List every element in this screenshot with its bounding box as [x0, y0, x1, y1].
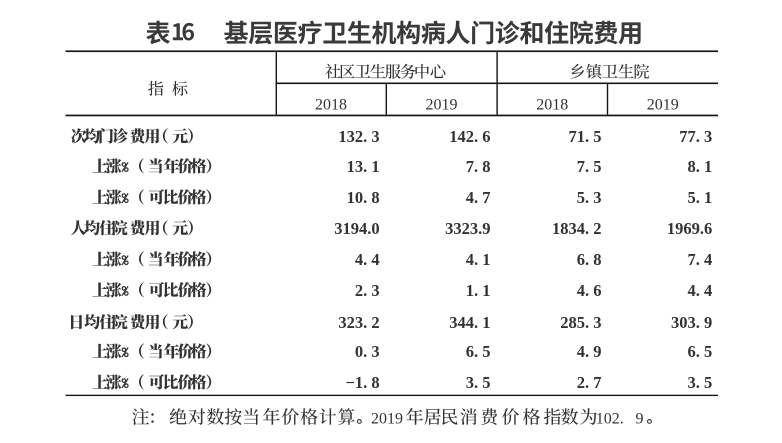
- svg-text:7. 8: 7. 8: [466, 157, 491, 176]
- svg-text:4. 4: 4. 4: [687, 281, 712, 300]
- svg-text:7. 4: 7. 4: [687, 250, 712, 269]
- svg-text:4. 1: 4. 1: [466, 250, 491, 269]
- svg-text:2018: 2018: [315, 96, 347, 113]
- svg-text:3194.0: 3194.0: [334, 219, 379, 238]
- svg-text:−1. 8: −1. 8: [345, 373, 379, 392]
- svg-text:10. 8: 10. 8: [347, 188, 380, 207]
- svg-text:6. 5: 6. 5: [466, 342, 491, 361]
- svg-text:142. 6: 142. 6: [449, 127, 490, 146]
- svg-text:344. 1: 344. 1: [449, 313, 490, 332]
- svg-text:1. 1: 1. 1: [466, 281, 491, 300]
- svg-text:2. 3: 2. 3: [355, 281, 380, 300]
- svg-text:7. 5: 7. 5: [577, 157, 602, 176]
- svg-text:6. 5: 6. 5: [687, 342, 712, 361]
- svg-text:0. 3: 0. 3: [355, 342, 380, 361]
- svg-text:4. 9: 4. 9: [577, 342, 602, 361]
- svg-text:2019: 2019: [371, 410, 403, 427]
- svg-text:4. 7: 4. 7: [466, 188, 491, 207]
- svg-text:285. 3: 285. 3: [560, 313, 601, 332]
- svg-text:5. 1: 5. 1: [687, 188, 712, 207]
- svg-text:2019: 2019: [647, 96, 679, 113]
- svg-text:132. 3: 132. 3: [338, 127, 379, 146]
- svg-text:8. 1: 8. 1: [687, 157, 712, 176]
- svg-text:3. 5: 3. 5: [466, 373, 491, 392]
- svg-text:2. 7: 2. 7: [577, 373, 602, 392]
- svg-text:3. 5: 3. 5: [687, 373, 712, 392]
- svg-text:3323.9: 3323.9: [445, 219, 490, 238]
- svg-text:5. 3: 5. 3: [577, 188, 602, 207]
- svg-text:9: 9: [636, 410, 644, 427]
- svg-text:2018: 2018: [536, 96, 568, 113]
- svg-text:1834. 2: 1834. 2: [552, 219, 602, 238]
- svg-text:2019: 2019: [426, 96, 458, 113]
- svg-text:4. 4: 4. 4: [355, 250, 380, 269]
- svg-text:102.: 102.: [596, 410, 624, 427]
- svg-text:77. 3: 77. 3: [679, 127, 712, 146]
- svg-text:1969.6: 1969.6: [667, 219, 712, 238]
- svg-text:303. 9: 303. 9: [671, 313, 712, 332]
- svg-text:13. 1: 13. 1: [347, 157, 380, 176]
- svg-text:4. 6: 4. 6: [577, 281, 602, 300]
- svg-text:71. 5: 71. 5: [569, 127, 602, 146]
- svg-text:6. 8: 6. 8: [577, 250, 602, 269]
- svg-text:323. 2: 323. 2: [338, 313, 379, 332]
